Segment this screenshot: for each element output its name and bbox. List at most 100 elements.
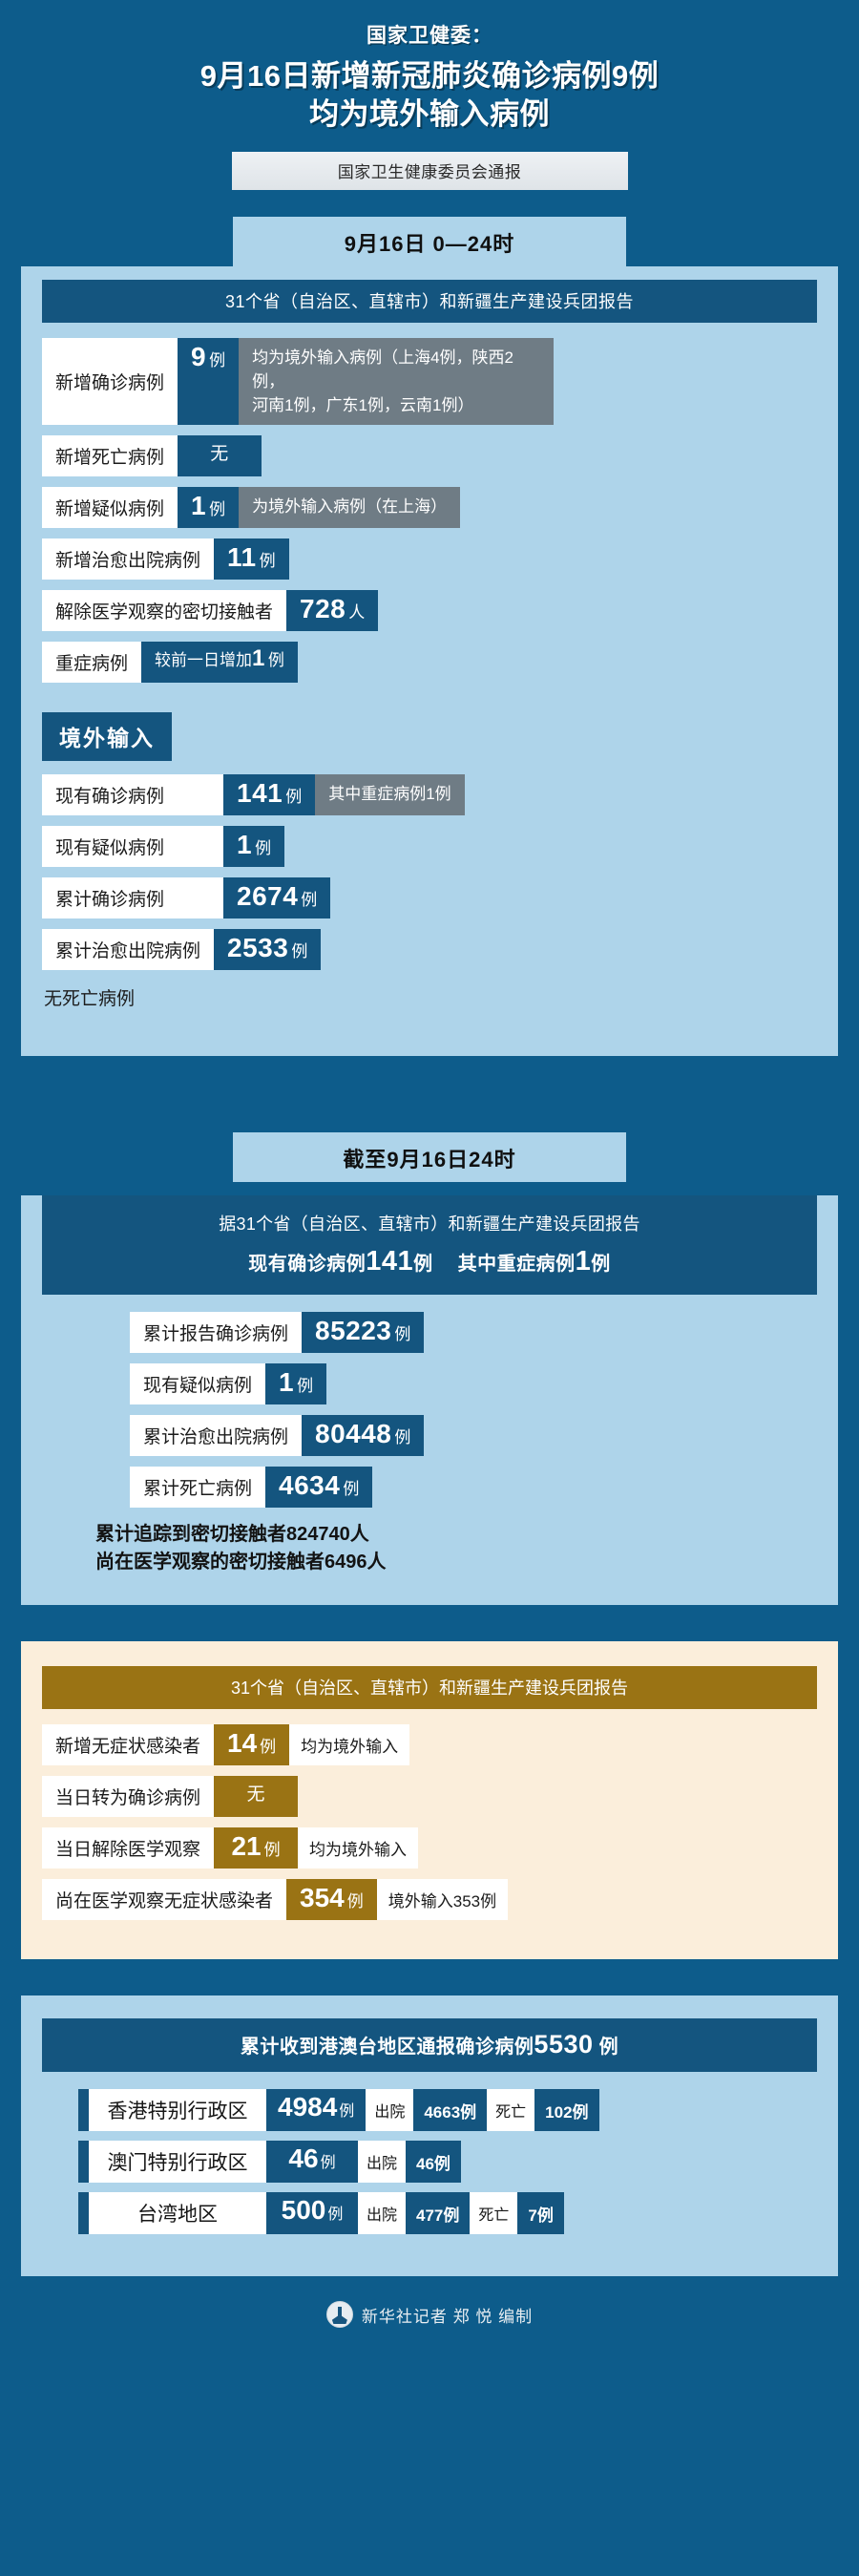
section-cumulative-head-line2: 现有确诊病例141例 其中重症病例1例 (52, 1246, 807, 1277)
no-deaths-text: 无死亡病例 (44, 989, 136, 1010)
section-asymptomatic: 31个省（自治区、直辖市）和新疆生产建设兵团报告 新增无症状感染者 14 例 均… (0, 1641, 859, 1960)
region-value-unit: 例 (327, 2206, 344, 2224)
region-name: 香港特别行政区 (89, 2089, 266, 2132)
row-value-unit: 例 (291, 942, 308, 961)
row-value-number: 21 (231, 1831, 262, 1862)
current-confirmed-number: 141 (366, 1246, 414, 1277)
row-value-unit: 例 (259, 552, 276, 571)
region-sub-value: 4663例 (413, 2089, 488, 2132)
row-value: 354 例 (286, 1879, 377, 1921)
section-cumulative-day-tab: 截至9月16日24时 (233, 1132, 626, 1183)
row-label: 新增确诊病例 (42, 338, 178, 426)
table-row: 新增确诊病例 9 例 均为境外输入病例（上海4例，陕西2例， 河南1例，广东1例… (42, 338, 817, 426)
region-sub-value: 102例 (534, 2089, 599, 2132)
section-cumulative-panel: 据31个省（自治区、直辖市）和新疆生产建设兵团报告 现有确诊病例141例 其中重症… (21, 1195, 838, 1606)
row-value-unit: 例 (209, 351, 226, 370)
row-label: 尚在医学观察无症状感染者 (42, 1879, 287, 1921)
row-label: 新增治愈出院病例 (42, 538, 215, 581)
section-daily: 9月16日 0—24时 31个省（自治区、直辖市）和新疆生产建设兵团报告 新增确… (0, 217, 859, 1057)
row-value: 141 例 (223, 774, 316, 816)
regions-title-unit: 例 (598, 2037, 619, 2059)
row-value: 21 例 (214, 1827, 299, 1869)
severe-label: 其中重症病例 (457, 1254, 576, 1276)
row-value-unit: 例 (297, 1377, 314, 1396)
section-asymptomatic-report-bar: 31个省（自治区、直辖市）和新疆生产建设兵团报告 (42, 1666, 817, 1710)
row-label: 当日转为确诊病例 (42, 1776, 215, 1818)
row-note: 其中重症病例1例 (315, 774, 465, 816)
source-badge: 国家卫生健康委员会通报 (231, 152, 628, 191)
row-value-unit: 例 (209, 500, 226, 519)
row-label: 累计治愈出院病例 (130, 1415, 303, 1457)
footer: 新华社记者 郑 悦 编制 (0, 2301, 859, 2329)
row-label: 现有疑似病例 (130, 1363, 266, 1405)
regions-title-number: 5530 (534, 2030, 594, 2059)
row-label: 累计死亡病例 (130, 1467, 266, 1509)
row-value: 无 (178, 435, 262, 477)
tail-line-2: 尚在医学观察的密切接触者6496人 (95, 1552, 387, 1573)
table-row: 重症病例 较前一日增加 1 例 (42, 642, 817, 684)
table-row: 新增治愈出院病例 11 例 (42, 538, 817, 581)
header-title-line2: 均为境外输入病例 (309, 97, 550, 132)
row-value: 14 例 (214, 1724, 290, 1766)
row-value-number: 1 (252, 645, 265, 672)
region-sub-value: 477例 (406, 2192, 471, 2235)
row-value-unit: 例 (255, 839, 272, 858)
row-label: 新增死亡病例 (42, 435, 178, 477)
row-value: 2533 例 (214, 929, 322, 971)
table-row: 累计确诊病例 2674 例 (42, 877, 817, 919)
table-row: 解除医学观察的密切接触者 728 人 (42, 590, 817, 632)
row-value: 85223 例 (302, 1312, 425, 1354)
section-daily-day-tab: 9月16日 0—24时 (233, 217, 626, 267)
region-value-number: 46 (288, 2143, 319, 2174)
row-value-unit: 例 (301, 891, 318, 910)
row-value-number: 14 (227, 1728, 258, 1759)
row-label: 新增疑似病例 (42, 487, 178, 529)
region-value-number: 500 (281, 2195, 326, 2226)
row-value-unit: 例 (260, 1738, 277, 1757)
section-daily-panel: 31个省（自治区、直辖市）和新疆生产建设兵团报告 新增确诊病例 9 例 均为境外… (21, 266, 838, 1057)
row-value-unit: 例 (394, 1325, 411, 1344)
region-sub-label: 出院 (358, 2192, 407, 2235)
cumulative-tail: 累计追踪到密切接触者824740人 尚在医学观察的密切接触者6496人 (42, 1521, 817, 1576)
region-name: 台湾地区 (89, 2192, 266, 2235)
row-value: 无 (214, 1776, 299, 1818)
row-value: 1 例 (223, 826, 285, 868)
section-regions: 累计收到港澳台地区通报确诊病例5530 例 香港特别行政区 4984 例 出院 … (0, 1995, 859, 2277)
row-value: 1 例 (178, 487, 240, 529)
region-sub-label: 出院 (358, 2141, 407, 2184)
table-row: 累计报告确诊病例 85223 例 (130, 1312, 817, 1354)
imported-cases-tag: 境外输入 (42, 712, 172, 762)
current-confirmed-label: 现有确诊病例 (248, 1254, 367, 1276)
row-value-number: 141 (237, 778, 283, 809)
row-note: 境外输入353例 (376, 1879, 509, 1921)
region-value-unit: 例 (339, 2103, 355, 2121)
row-label: 现有确诊病例 (42, 774, 223, 816)
row-value-number: 1 (237, 830, 253, 860)
row-value: 1 例 (265, 1363, 327, 1405)
section-cumulative-headbox: 据31个省（自治区、直辖市）和新疆生产建设兵团报告 现有确诊病例141例 其中重症… (42, 1195, 817, 1296)
region-sub-label: 出院 (366, 2089, 414, 2132)
table-row: 新增死亡病例 无 (42, 435, 817, 477)
header-kicker: 国家卫健委： (367, 25, 492, 47)
current-confirmed-unit: 例 (413, 1254, 433, 1276)
row-value: 较前一日增加 1 例 (141, 642, 298, 684)
row-label: 重症病例 (42, 642, 142, 684)
footer-credit: 新华社记者 郑 悦 编制 (361, 2307, 534, 2326)
row-value-number: 354 (300, 1883, 345, 1913)
region-sub-label: 死亡 (487, 2089, 535, 2132)
row-value-number: 2674 (237, 881, 299, 912)
row-value-unit: 例 (263, 1841, 281, 1860)
region-value: 500 例 (266, 2192, 358, 2235)
row-label: 累计治愈出院病例 (42, 929, 215, 971)
regions-title-label: 累计收到港澳台地区通报确诊病例 (240, 2037, 534, 2059)
row-label: 当日解除医学观察 (42, 1827, 215, 1869)
row-note: 均为境外输入 (289, 1724, 410, 1766)
table-row: 现有疑似病例 1 例 (130, 1363, 817, 1405)
header: 国家卫健委： 9月16日新增新冠肺炎确诊病例9例 均为境外输入病例 国家卫生健康… (0, 0, 859, 191)
header-title-line1: 9月16日新增新冠肺炎确诊病例9例 (199, 58, 660, 93)
section-daily-report-bar: 31个省（自治区、直辖市）和新疆生产建设兵团报告 (42, 280, 817, 324)
row-value-number: 1 (191, 491, 207, 521)
table-row: 累计治愈出院病例 80448 例 (130, 1415, 817, 1457)
table-row: 现有确诊病例 141 例 其中重症病例1例 (42, 774, 817, 816)
cumulative-rows: 累计报告确诊病例 85223 例 现有疑似病例 1 例 累计治愈出院病例 (42, 1312, 817, 1509)
